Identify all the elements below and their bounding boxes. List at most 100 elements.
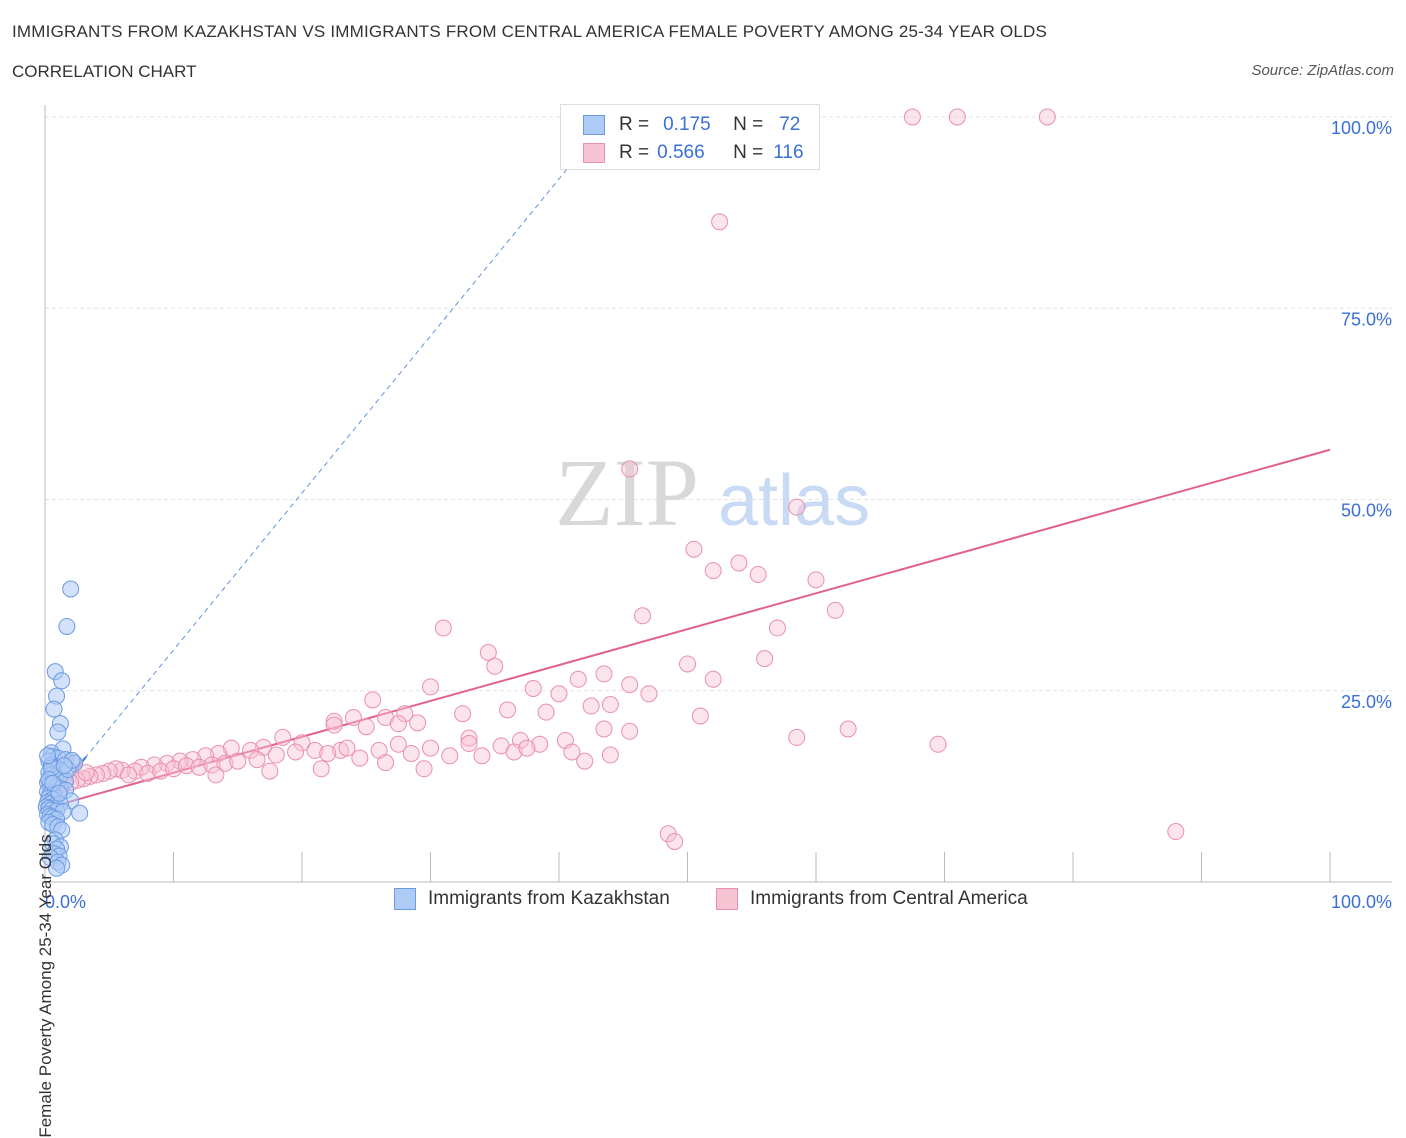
data-point-central-america xyxy=(389,715,407,733)
data-point-central-america xyxy=(396,705,414,723)
legend-swatch-kazakhstan xyxy=(583,115,605,135)
data-point-central-america xyxy=(563,743,581,761)
data-point-central-america xyxy=(601,696,619,714)
data-point-central-america xyxy=(216,754,234,772)
data-point-central-america xyxy=(621,722,639,740)
data-point-kazakhstan xyxy=(62,580,80,598)
data-point-central-america xyxy=(312,760,330,778)
data-point-central-america xyxy=(242,741,260,759)
y-tick-label: 100.0% xyxy=(1331,118,1392,138)
data-point-central-america xyxy=(711,213,729,231)
legend-n-value-central-america: 116 xyxy=(773,142,804,163)
data-point-central-america xyxy=(531,735,549,753)
data-point-central-america xyxy=(537,703,555,721)
series-legend: Immigrants from Kazakhstan Immigrants fr… xyxy=(0,888,1406,916)
data-point-kazakhstan xyxy=(71,804,89,822)
legend-label-kazakhstan: Immigrants from Kazakhstan xyxy=(428,888,670,909)
trend-line-central-america xyxy=(44,448,1331,810)
data-point-central-america xyxy=(77,764,95,782)
legend-swatch-central-america xyxy=(716,888,738,910)
data-point-central-america xyxy=(422,739,439,757)
legend-label-central-america: Immigrants from Central America xyxy=(750,888,1028,909)
data-point-central-america xyxy=(409,714,427,732)
data-point-central-america xyxy=(1038,108,1056,126)
data-point-central-america xyxy=(749,565,767,583)
data-point-central-america xyxy=(293,734,311,752)
data-point-central-america xyxy=(434,619,452,637)
legend-row-kazakhstan: R = 0.175 N = 72 xyxy=(583,111,800,139)
data-point-central-america xyxy=(460,729,478,747)
legend-n-label: N = xyxy=(733,142,764,163)
data-point-kazakhstan xyxy=(55,757,73,775)
data-point-central-america xyxy=(377,754,395,772)
data-point-central-america xyxy=(595,665,613,683)
data-point-central-america xyxy=(640,685,658,703)
scatter-chart: ZIP atlas 25.0% 50.0% 75.0% 100.0% 0.0% 100.0… xyxy=(37,105,1392,912)
watermark-zip: ZIP xyxy=(555,439,699,546)
y-axis-label: Female Poverty Among 25-34 Year Olds xyxy=(36,834,55,1138)
data-point-central-america xyxy=(357,718,375,736)
data-point-central-america xyxy=(595,720,613,738)
data-point-kazakhstan xyxy=(45,700,63,718)
data-point-central-america xyxy=(325,716,343,734)
legend-r-label: R = xyxy=(619,114,650,135)
data-point-central-america xyxy=(839,720,857,738)
legend-swatch-central-america xyxy=(583,143,605,163)
legend-row-central-america: R = 0.566 N = 116 xyxy=(583,139,804,167)
data-point-central-america xyxy=(569,670,587,688)
x-tick-label: 100.0% xyxy=(1331,892,1392,912)
data-point-central-america xyxy=(518,739,536,757)
data-point-central-america xyxy=(479,644,497,661)
watermark-atlas: atlas xyxy=(718,461,870,541)
data-point-central-america xyxy=(319,744,337,762)
data-point-kazakhstan xyxy=(48,859,66,877)
x-tick-label: 0.0% xyxy=(45,892,86,912)
data-point-central-america xyxy=(1167,823,1185,841)
data-point-central-america xyxy=(460,735,478,753)
data-point-central-america xyxy=(524,679,542,697)
data-point-central-america xyxy=(306,741,324,759)
data-point-central-america xyxy=(704,670,722,688)
legend-item-central-america: Immigrants from Central America xyxy=(716,888,1028,910)
legend-r-value-kazakhstan: 0.175 xyxy=(663,114,711,135)
correlation-legend: R = 0.175 N = 72 R = 0.566 N = 116 xyxy=(560,104,820,170)
data-point-central-america xyxy=(364,691,382,709)
data-point-central-america xyxy=(679,655,696,673)
data-point-central-america xyxy=(177,757,195,775)
tick-labels: 25.0% 50.0% 75.0% 100.0% 0.0% 100.0% xyxy=(45,118,1392,912)
trend-line-kazakhstan-dashed xyxy=(44,147,586,808)
data-point-central-america xyxy=(274,728,292,746)
data-point-central-america xyxy=(621,460,639,478)
source-credit: Source: ZipAtlas.com xyxy=(1251,62,1394,79)
data-point-central-america xyxy=(929,735,947,753)
data-point-central-america xyxy=(229,752,247,770)
data-point-central-america xyxy=(100,762,118,780)
data-point-central-america xyxy=(203,756,221,774)
data-point-central-america xyxy=(505,743,523,761)
data-point-central-america xyxy=(499,701,517,719)
data-point-central-america xyxy=(139,764,157,782)
data-point-central-america xyxy=(94,764,112,782)
data-point-central-america xyxy=(338,739,356,757)
data-point-central-america xyxy=(248,751,266,769)
data-point-central-america xyxy=(325,712,343,730)
data-point-central-america xyxy=(756,650,774,668)
y-tick-label: 75.0% xyxy=(1341,309,1392,329)
data-point-central-america xyxy=(441,747,459,765)
legend-swatch-kazakhstan xyxy=(394,888,416,910)
chart-title: IMMIGRANTS FROM KAZAKHSTAN VS IMMIGRANTS… xyxy=(12,22,1048,41)
data-point-central-america xyxy=(576,752,594,770)
watermark: ZIP atlas xyxy=(555,439,870,546)
legend-item-kazakhstan: Immigrants from Kazakhstan xyxy=(394,888,670,910)
data-point-central-america xyxy=(389,735,407,753)
data-point-central-america xyxy=(190,758,208,776)
data-point-central-america xyxy=(768,619,786,637)
data-point-central-america xyxy=(422,678,439,696)
data-point-central-america xyxy=(621,676,639,694)
data-point-central-america xyxy=(685,540,703,558)
data-point-kazakhstan xyxy=(53,672,71,690)
data-point-central-america xyxy=(666,832,684,850)
data-point-central-america xyxy=(582,697,600,715)
data-point-central-america xyxy=(788,498,806,516)
data-point-central-america xyxy=(826,601,844,619)
